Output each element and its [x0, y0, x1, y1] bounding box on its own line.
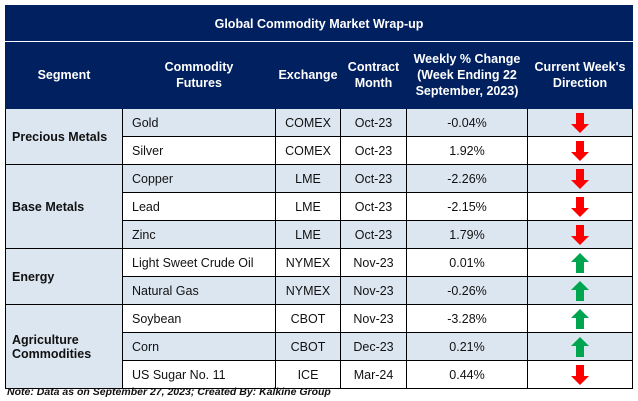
footnote: Note: Data as on September 27, 2023; Cre… [7, 386, 331, 398]
direction-cell [526, 304, 634, 333]
change-cell: 0.21% [406, 332, 528, 361]
header-change: Weekly % Change (Week Ending 22 Septembe… [406, 41, 528, 109]
month-cell: Dec-23 [340, 332, 407, 361]
direction-cell [526, 276, 634, 305]
segment-cell: Energy [5, 248, 123, 305]
table-title: Global Commodity Market Wrap-up [4, 5, 634, 42]
table-row: Base Metals Copper LME Oct-23 -2.26% [5, 164, 634, 249]
header-commodity: Commodity Futures [122, 41, 276, 109]
month-cell: Oct-23 [340, 164, 407, 193]
direction-cell [526, 192, 634, 221]
exchange-cell: CBOT [275, 304, 341, 333]
commodity-cell: Zinc [122, 220, 276, 249]
commodity-table: Global Commodity Market Wrap-up Segment … [4, 5, 634, 389]
table-row: US Sugar No. 11 ICE Mar-24 0.44% [6, 360, 634, 389]
arrow-down-icon [571, 196, 590, 217]
table-row: Zinc LME Oct-23 1.79% [6, 220, 634, 249]
direction-cell [526, 332, 634, 361]
direction-cell [526, 136, 634, 165]
table-row: Corn CBOT Dec-23 0.21% [6, 332, 634, 361]
commodity-cell: Light Sweet Crude Oil [122, 248, 276, 277]
direction-cell [526, 108, 634, 137]
month-cell: Oct-23 [340, 220, 407, 249]
table-row: Precious Metals Gold COMEX Oct-23 -0.04% [5, 108, 634, 165]
table-row: Energy Light Sweet Crude Oil NYMEX Nov-23 0.… [5, 248, 634, 305]
direction-cell [526, 360, 634, 389]
commodity-cell: Corn [122, 332, 276, 361]
exchange-cell: COMEX [275, 108, 341, 137]
commodity-cell: Lead [122, 192, 276, 221]
change-cell: -2.15% [406, 192, 528, 221]
exchange-cell: LME [275, 192, 341, 221]
month-cell: Oct-23 [340, 192, 407, 221]
exchange-cell: NYMEX [275, 276, 341, 305]
change-cell: -0.04% [406, 108, 528, 137]
segment-cell: Base Metals [5, 164, 123, 249]
exchange-cell: ICE [275, 360, 341, 389]
segment-cell: Precious Metals [5, 108, 123, 165]
table-row: Natural Gas NYMEX Nov-23 -0.26% [6, 276, 634, 305]
segment-cell: Agriculture Commodities [5, 304, 123, 389]
arrow-down-icon [571, 140, 590, 161]
commodity-cell: Natural Gas [122, 276, 276, 305]
commodity-cell: Silver [122, 136, 276, 165]
month-cell: Nov-23 [340, 304, 407, 333]
arrow-up-icon [571, 280, 590, 301]
exchange-cell: CBOT [275, 332, 341, 361]
table-row: Agriculture Commodities Soybean CBOT Nov-23… [5, 304, 634, 389]
exchange-cell: LME [275, 220, 341, 249]
change-cell: -3.28% [406, 304, 528, 333]
arrow-up-icon [571, 308, 590, 329]
direction-cell [526, 164, 634, 193]
table-row: Silver COMEX Oct-23 1.92% [6, 136, 634, 165]
table-body: Precious Metals Gold COMEX Oct-23 -0.04% Silv… [5, 108, 634, 389]
arrow-down-icon [571, 224, 590, 245]
arrow-down-icon [571, 112, 590, 133]
change-cell: 0.44% [406, 360, 528, 389]
commodity-cell: US Sugar No. 11 [122, 360, 276, 389]
header-month: Contract Month [340, 41, 407, 109]
change-cell: 0.01% [406, 248, 528, 277]
header-direction: Current Week's Direction [526, 41, 634, 109]
arrow-up-icon [571, 336, 590, 357]
exchange-cell: LME [275, 164, 341, 193]
commodity-cell: Gold [122, 108, 276, 137]
header-segment: Segment [5, 41, 123, 109]
change-cell: -0.26% [406, 276, 528, 305]
change-cell: -2.26% [406, 164, 528, 193]
commodity-cell: Copper [122, 164, 276, 193]
month-cell: Oct-23 [340, 108, 407, 137]
month-cell: Nov-23 [340, 248, 407, 277]
commodity-cell: Soybean [122, 304, 276, 333]
month-cell: Nov-23 [340, 276, 407, 305]
direction-cell [526, 248, 634, 277]
month-cell: Oct-23 [340, 136, 407, 165]
direction-cell [526, 220, 634, 249]
arrow-down-icon [571, 168, 590, 189]
arrow-up-icon [571, 252, 590, 273]
arrow-down-icon [571, 364, 590, 385]
change-cell: 1.92% [406, 136, 528, 165]
change-cell: 1.79% [406, 220, 528, 249]
header-exchange: Exchange [275, 41, 341, 109]
month-cell: Mar-24 [340, 360, 407, 389]
exchange-cell: NYMEX [275, 248, 341, 277]
table-row: Lead LME Oct-23 -2.15% [6, 192, 634, 221]
exchange-cell: COMEX [275, 136, 341, 165]
